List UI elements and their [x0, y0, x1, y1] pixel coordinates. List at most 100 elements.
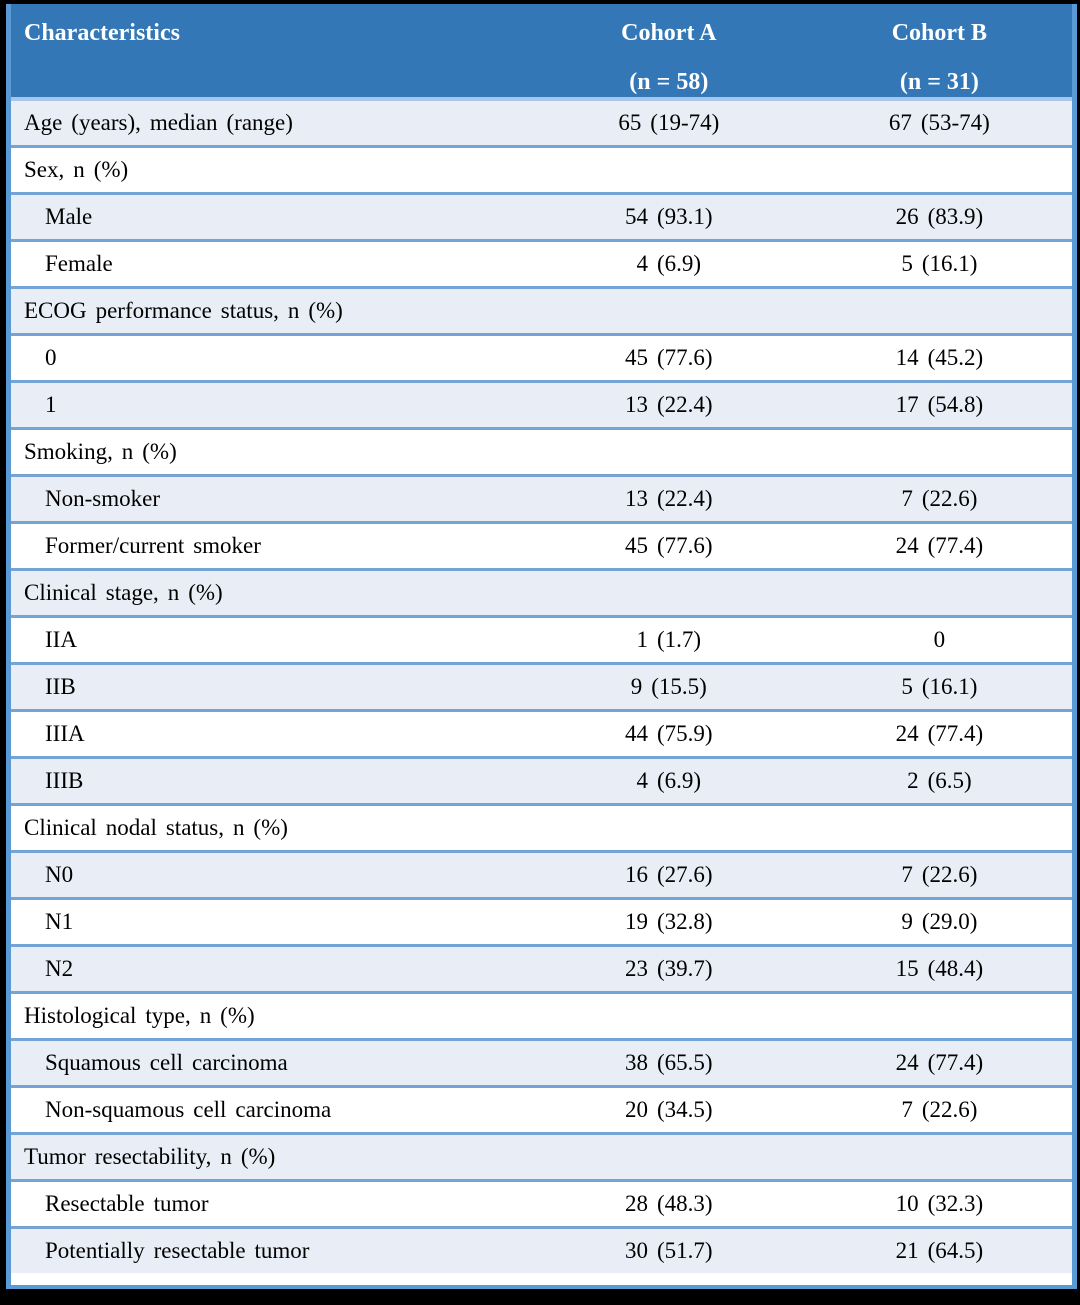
col-header-cohort-b: Cohort B (n = 31)	[806, 4, 1072, 99]
table-row: N0 16 (27.6) 7 (22.6)	[11, 850, 1072, 899]
cohort-a-n-count: (n = 58)	[629, 69, 709, 95]
row-label-cell: Tumor resectability, n (%)	[11, 1132, 531, 1181]
table-row: Resectable tumor 28 (48.3) 10 (32.3)	[11, 1179, 1072, 1228]
row-label-cell: Histological type, n (%)	[11, 991, 531, 1040]
row-label-cell: IIA	[11, 615, 531, 664]
cohort-a-value-cell: 38 (65.5)	[530, 1038, 807, 1087]
table-row: Male 54 (93.1) 26 (83.9)	[11, 192, 1072, 241]
table-row: Age (years), median (range) 65 (19-74) 67 …	[11, 97, 1072, 147]
col-header-cohort-a: Cohort A (n = 58)	[530, 4, 807, 99]
cohort-a-value-cell: 54 (93.1)	[530, 192, 807, 241]
row-label-cell: IIIB	[11, 756, 531, 805]
table-row: IIIB 4 (6.9) 2 (6.5)	[11, 756, 1072, 805]
cohort-a-value-cell	[530, 803, 807, 852]
col-header-characteristics: Characteristics	[11, 4, 531, 99]
cohort-b-value-cell: 9 (29.0)	[806, 897, 1072, 946]
cohort-b-value-cell	[806, 427, 1072, 476]
table-row: Non-squamous cell carcinoma 20 (34.5) 7 (2…	[11, 1085, 1072, 1134]
cohort-a-value-cell: 30 (51.7)	[530, 1226, 807, 1273]
cohort-b-value-cell	[806, 568, 1072, 617]
table-row: IIA 1 (1.7) 0	[11, 615, 1072, 664]
table-row: Smoking, n (%)	[11, 427, 1072, 476]
cohort-a-value-cell: 1 (1.7)	[530, 615, 807, 664]
cohort-b-value-cell: 24 (77.4)	[806, 521, 1072, 570]
row-label-cell: N2	[11, 944, 531, 993]
table-row: Tumor resectability, n (%)	[11, 1132, 1072, 1181]
characteristics-table: Characteristics Cohort A (n = 58) Cohort…	[11, 4, 1072, 1273]
row-label-cell: Non-squamous cell carcinoma	[11, 1085, 531, 1134]
row-label-cell: IIB	[11, 662, 531, 711]
table-row: N1 19 (32.8) 9 (29.0)	[11, 897, 1072, 946]
cohort-a-value-cell: 19 (32.8)	[530, 897, 807, 946]
cohort-b-value-cell	[806, 803, 1072, 852]
cohort-b-value-cell	[806, 145, 1072, 194]
cohort-b-value-cell	[806, 1132, 1072, 1181]
table-row: Sex, n (%)	[11, 145, 1072, 194]
cohort-a-value-cell: 45 (77.6)	[530, 333, 807, 382]
row-label-cell: IIIA	[11, 709, 531, 758]
cohort-b-value-cell: 24 (77.4)	[806, 1038, 1072, 1087]
cohort-a-value-cell: 4 (6.9)	[530, 239, 807, 288]
cohort-a-value-cell: 4 (6.9)	[530, 756, 807, 805]
row-label-cell: N1	[11, 897, 531, 946]
row-label-cell: Female	[11, 239, 531, 288]
table-row: Clinical nodal status, n (%)	[11, 803, 1072, 852]
cohort-b-value-cell	[806, 991, 1072, 1040]
cohort-b-value-cell: 5 (16.1)	[806, 239, 1072, 288]
cohort-a-value-cell: 13 (22.4)	[530, 474, 807, 523]
cohort-b-value-cell: 5 (16.1)	[806, 662, 1072, 711]
cohort-b-value-cell: 0	[806, 615, 1072, 664]
cohort-a-value-cell	[530, 1132, 807, 1181]
row-label-cell: Non-smoker	[11, 474, 531, 523]
row-label-cell: 1	[11, 380, 531, 429]
cohort-b-value-cell: 7 (22.6)	[806, 1085, 1072, 1134]
cohort-a-value-cell: 20 (34.5)	[530, 1085, 807, 1134]
cohort-a-value-cell	[530, 427, 807, 476]
cohort-b-value-cell: 7 (22.6)	[806, 474, 1072, 523]
cohort-a-value-cell: 9 (15.5)	[530, 662, 807, 711]
row-label-cell: Former/current smoker	[11, 521, 531, 570]
cohort-b-value-cell: 10 (32.3)	[806, 1179, 1072, 1228]
row-label-cell: Potentially resectable tumor	[11, 1226, 531, 1273]
cohort-a-value-cell: 16 (27.6)	[530, 850, 807, 899]
cohort-b-value-cell: 67 (53-74)	[806, 97, 1072, 147]
cohort-b-value-cell: 24 (77.4)	[806, 709, 1072, 758]
table-row: 0 45 (77.6) 14 (45.2)	[11, 333, 1072, 382]
table-row: Potentially resectable tumor 30 (51.7) 21 …	[11, 1226, 1072, 1273]
table-row: ECOG performance status, n (%)	[11, 286, 1072, 335]
row-label-cell: Clinical stage, n (%)	[11, 568, 531, 617]
cohort-a-value-cell: 45 (77.6)	[530, 521, 807, 570]
cohort-a-value-cell	[530, 145, 807, 194]
row-label-cell: Smoking, n (%)	[11, 427, 531, 476]
table-row: IIIA 44 (75.9) 24 (77.4)	[11, 709, 1072, 758]
cohort-b-title: Cohort B	[891, 20, 988, 46]
cohort-b-value-cell: 15 (48.4)	[806, 944, 1072, 993]
cohort-a-value-cell: 65 (19-74)	[530, 97, 807, 147]
cohort-b-value-cell: 21 (64.5)	[806, 1226, 1072, 1273]
cohort-a-value-cell: 23 (39.7)	[530, 944, 807, 993]
cohort-b-n-count: (n = 31)	[899, 69, 979, 95]
table-row: Female 4 (6.9) 5 (16.1)	[11, 239, 1072, 288]
table-row: 1 13 (22.4) 17 (54.8)	[11, 380, 1072, 429]
table-row: Histological type, n (%)	[11, 991, 1072, 1040]
row-label-cell: Squamous cell carcinoma	[11, 1038, 531, 1087]
cohort-a-value-cell	[530, 568, 807, 617]
table-row: N2 23 (39.7) 15 (48.4)	[11, 944, 1072, 993]
table-row: IIB 9 (15.5) 5 (16.1)	[11, 662, 1072, 711]
row-label-cell: Clinical nodal status, n (%)	[11, 803, 531, 852]
table-row: Clinical stage, n (%)	[11, 568, 1072, 617]
characteristics-header-label: Characteristics	[24, 20, 180, 46]
row-label-cell: Resectable tumor	[11, 1179, 531, 1228]
cohort-a-value-cell: 13 (22.4)	[530, 380, 807, 429]
cohort-a-title: Cohort A	[621, 20, 717, 46]
row-label-cell: N0	[11, 850, 531, 899]
cohort-b-value-cell: 14 (45.2)	[806, 333, 1072, 382]
cohort-a-value-cell: 28 (48.3)	[530, 1179, 807, 1228]
cohort-a-value-cell	[530, 991, 807, 1040]
row-label-cell: 0	[11, 333, 531, 382]
table-header-row: Characteristics Cohort A (n = 58) Cohort…	[11, 4, 1072, 99]
table-row: Non-smoker 13 (22.4) 7 (22.6)	[11, 474, 1072, 523]
row-label-cell: Male	[11, 192, 531, 241]
cohort-b-value-cell: 2 (6.5)	[806, 756, 1072, 805]
